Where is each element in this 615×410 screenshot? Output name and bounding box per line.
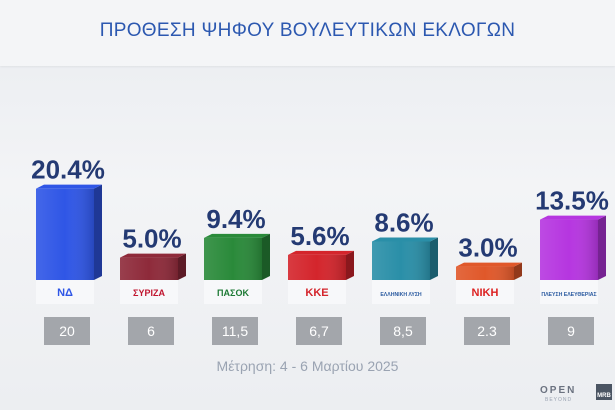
logo-plate	[372, 280, 430, 304]
bar-side	[262, 233, 270, 280]
bar-top	[120, 253, 186, 258]
previous-value: 20	[59, 323, 75, 339]
channel-logo-sub: BEYOND	[545, 397, 573, 403]
logo-plate	[540, 280, 598, 304]
previous-value-box	[44, 317, 90, 345]
bar-group: ΣΥΡΙΖΑ 5.0% 6	[120, 224, 186, 345]
logo-plate	[204, 280, 262, 304]
party-logo: ΕΛΛΗΝΙΚΗ ΛΥΣΗ	[380, 292, 422, 298]
previous-value: 6	[147, 323, 155, 339]
bar-top	[288, 250, 354, 255]
bars-layer: ΝΔ 20.4% 20 ΣΥΡΙΖΑ 5.0% 6 ΠΑΣΟΚ 9.4% 11,5 ΚΚΕ 5.6%…	[31, 155, 609, 345]
bar-top	[540, 215, 606, 220]
logo-plate	[120, 280, 178, 304]
channel-logo: OPEN	[540, 385, 577, 396]
logo-plate	[288, 280, 346, 304]
bar-side	[430, 237, 438, 280]
bar-shade	[540, 219, 598, 280]
title-bar: ΠΡΟΘΕΣΗ ΨΗΦΟΥ ΒΟΥΛΕΥΤΙΚΩΝ ΕΚΛΟΓΩΝ	[0, 0, 615, 66]
value-label: 3.0%	[458, 233, 517, 263]
bar-top	[36, 184, 102, 189]
previous-value: 11,5	[222, 323, 248, 339]
bar-side	[514, 262, 522, 280]
bar-side	[178, 253, 186, 280]
bar-group: ΕΛΛΗΝΙΚΗ ΛΥΣΗ 8.6% 8,5	[372, 208, 438, 345]
measurement-date: Μέτρηση: 4 - 6 Μαρτίου 2025	[216, 358, 399, 374]
bar-shade	[372, 241, 430, 280]
previous-value: 2.3	[477, 323, 497, 339]
value-label: 5.0%	[122, 224, 181, 254]
bar-side	[94, 184, 102, 280]
bar-shade	[288, 254, 346, 280]
bar-group: ΠΑΣΟΚ 9.4% 11,5	[204, 204, 270, 345]
previous-value-box	[212, 317, 258, 345]
bar-group: ΝΙΚΗ 3.0% 2.3	[456, 233, 522, 345]
value-label: 8.6%	[374, 208, 433, 238]
bar-shade	[120, 257, 178, 280]
bar-top	[372, 237, 438, 242]
party-logo: ΠΛΕΥΣΗ ΕΛΕΥΘΕΡΙΑΣ	[541, 292, 596, 298]
previous-value-box	[128, 317, 174, 345]
bar-group: ΠΛΕΥΣΗ ΕΛΕΥΘΕΡΙΑΣ 13.5% 9	[535, 186, 609, 345]
previous-value-box	[548, 317, 594, 345]
logo-plate	[456, 280, 514, 304]
bar-shade	[36, 188, 94, 280]
value-label: 20.4%	[31, 155, 105, 185]
value-label: 13.5%	[535, 186, 609, 216]
logo-plate	[36, 280, 94, 304]
previous-value-box	[296, 317, 342, 345]
bar-group: ΝΔ 20.4% 20	[31, 155, 105, 345]
bar-top	[204, 233, 270, 238]
party-logo: ΝΔ	[57, 287, 73, 299]
pollster-logo: MRB	[596, 384, 612, 400]
previous-value: 9	[567, 323, 575, 339]
bar-side	[346, 250, 354, 280]
bar-group: ΚΚΕ 5.6% 6,7	[288, 221, 354, 345]
previous-value: 8,5	[393, 323, 413, 339]
bar-shade	[456, 266, 514, 280]
value-label: 9.4%	[206, 204, 265, 234]
party-logo: ΝΙΚΗ	[472, 287, 499, 299]
chart-title: ΠΡΟΘΕΣΗ ΨΗΦΟΥ ΒΟΥΛΕΥΤΙΚΩΝ ΕΚΛΟΓΩΝ	[99, 20, 516, 41]
party-logo: ΣΥΡΙΖΑ	[133, 288, 165, 298]
previous-value-box	[464, 317, 510, 345]
bar-top	[456, 262, 522, 267]
bar-side	[598, 215, 606, 280]
value-label: 5.6%	[290, 221, 349, 251]
previous-value-box	[380, 317, 426, 345]
previous-value: 6,7	[309, 323, 329, 339]
bar-shade	[204, 237, 262, 280]
party-logo: ΠΑΣΟΚ	[217, 288, 249, 298]
party-logo: ΚΚΕ	[305, 287, 328, 299]
